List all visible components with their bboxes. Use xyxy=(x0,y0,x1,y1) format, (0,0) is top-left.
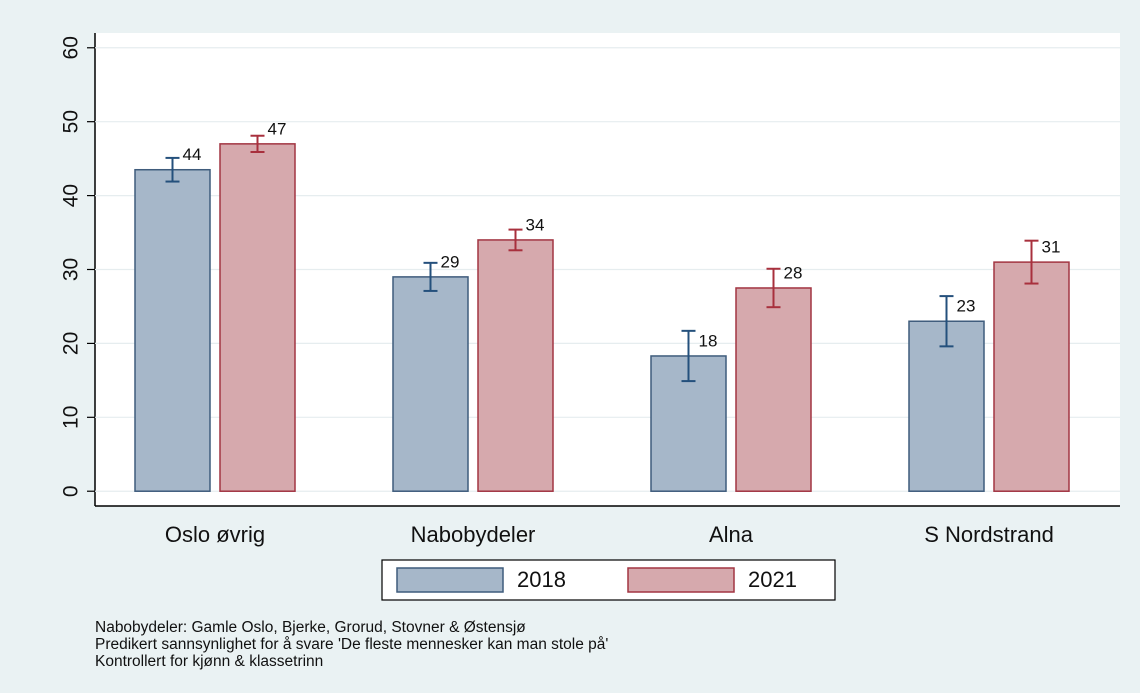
bar xyxy=(735,287,812,492)
bar xyxy=(993,261,1070,492)
y-tick-label: 60 xyxy=(60,36,83,59)
x-tick-label: Nabobydeler xyxy=(411,522,536,547)
bar xyxy=(392,276,469,492)
note: Kontrollert for kjønn & klassetrinn xyxy=(95,653,323,670)
bar xyxy=(219,143,296,492)
bar xyxy=(908,320,985,492)
y-tick-label: 20 xyxy=(60,332,83,355)
y-tick-label: 40 xyxy=(60,184,83,207)
bar xyxy=(477,239,554,492)
bar xyxy=(134,168,211,492)
x-tick-label: Oslo øvrig xyxy=(165,522,265,547)
x-tick-label: Alna xyxy=(709,522,754,547)
legend-swatch xyxy=(396,567,504,593)
error-bar xyxy=(766,267,781,309)
y-tick-label: 30 xyxy=(60,258,83,281)
value-label: 31 xyxy=(1042,238,1061,257)
value-label: 47 xyxy=(268,119,287,138)
error-bar xyxy=(423,261,438,292)
error-bar xyxy=(1024,239,1039,285)
note: Predikert sannsynlighet for å svare 'De … xyxy=(95,636,608,653)
value-label: 34 xyxy=(526,215,545,234)
value-label: 18 xyxy=(699,331,718,350)
error-bar xyxy=(250,134,265,153)
error-bar xyxy=(165,156,180,183)
value-label: 23 xyxy=(957,297,976,316)
y-tick-label: 50 xyxy=(60,110,83,133)
legend-label: 2018 xyxy=(517,567,566,592)
legend-swatch xyxy=(627,567,735,593)
value-label: 28 xyxy=(784,263,803,282)
note: Nabobydeler: Gamle Oslo, Bjerke, Grorud,… xyxy=(95,619,526,636)
y-tick-label: 10 xyxy=(60,406,83,429)
error-bar xyxy=(681,329,696,383)
error-bar xyxy=(508,228,523,252)
x-tick-label: S Nordstrand xyxy=(924,522,1054,547)
value-label: 29 xyxy=(441,252,460,271)
error-bar xyxy=(939,295,954,348)
y-tick-label: 0 xyxy=(60,485,83,497)
value-label: 44 xyxy=(183,145,202,164)
legend-label: 2021 xyxy=(748,567,797,592)
